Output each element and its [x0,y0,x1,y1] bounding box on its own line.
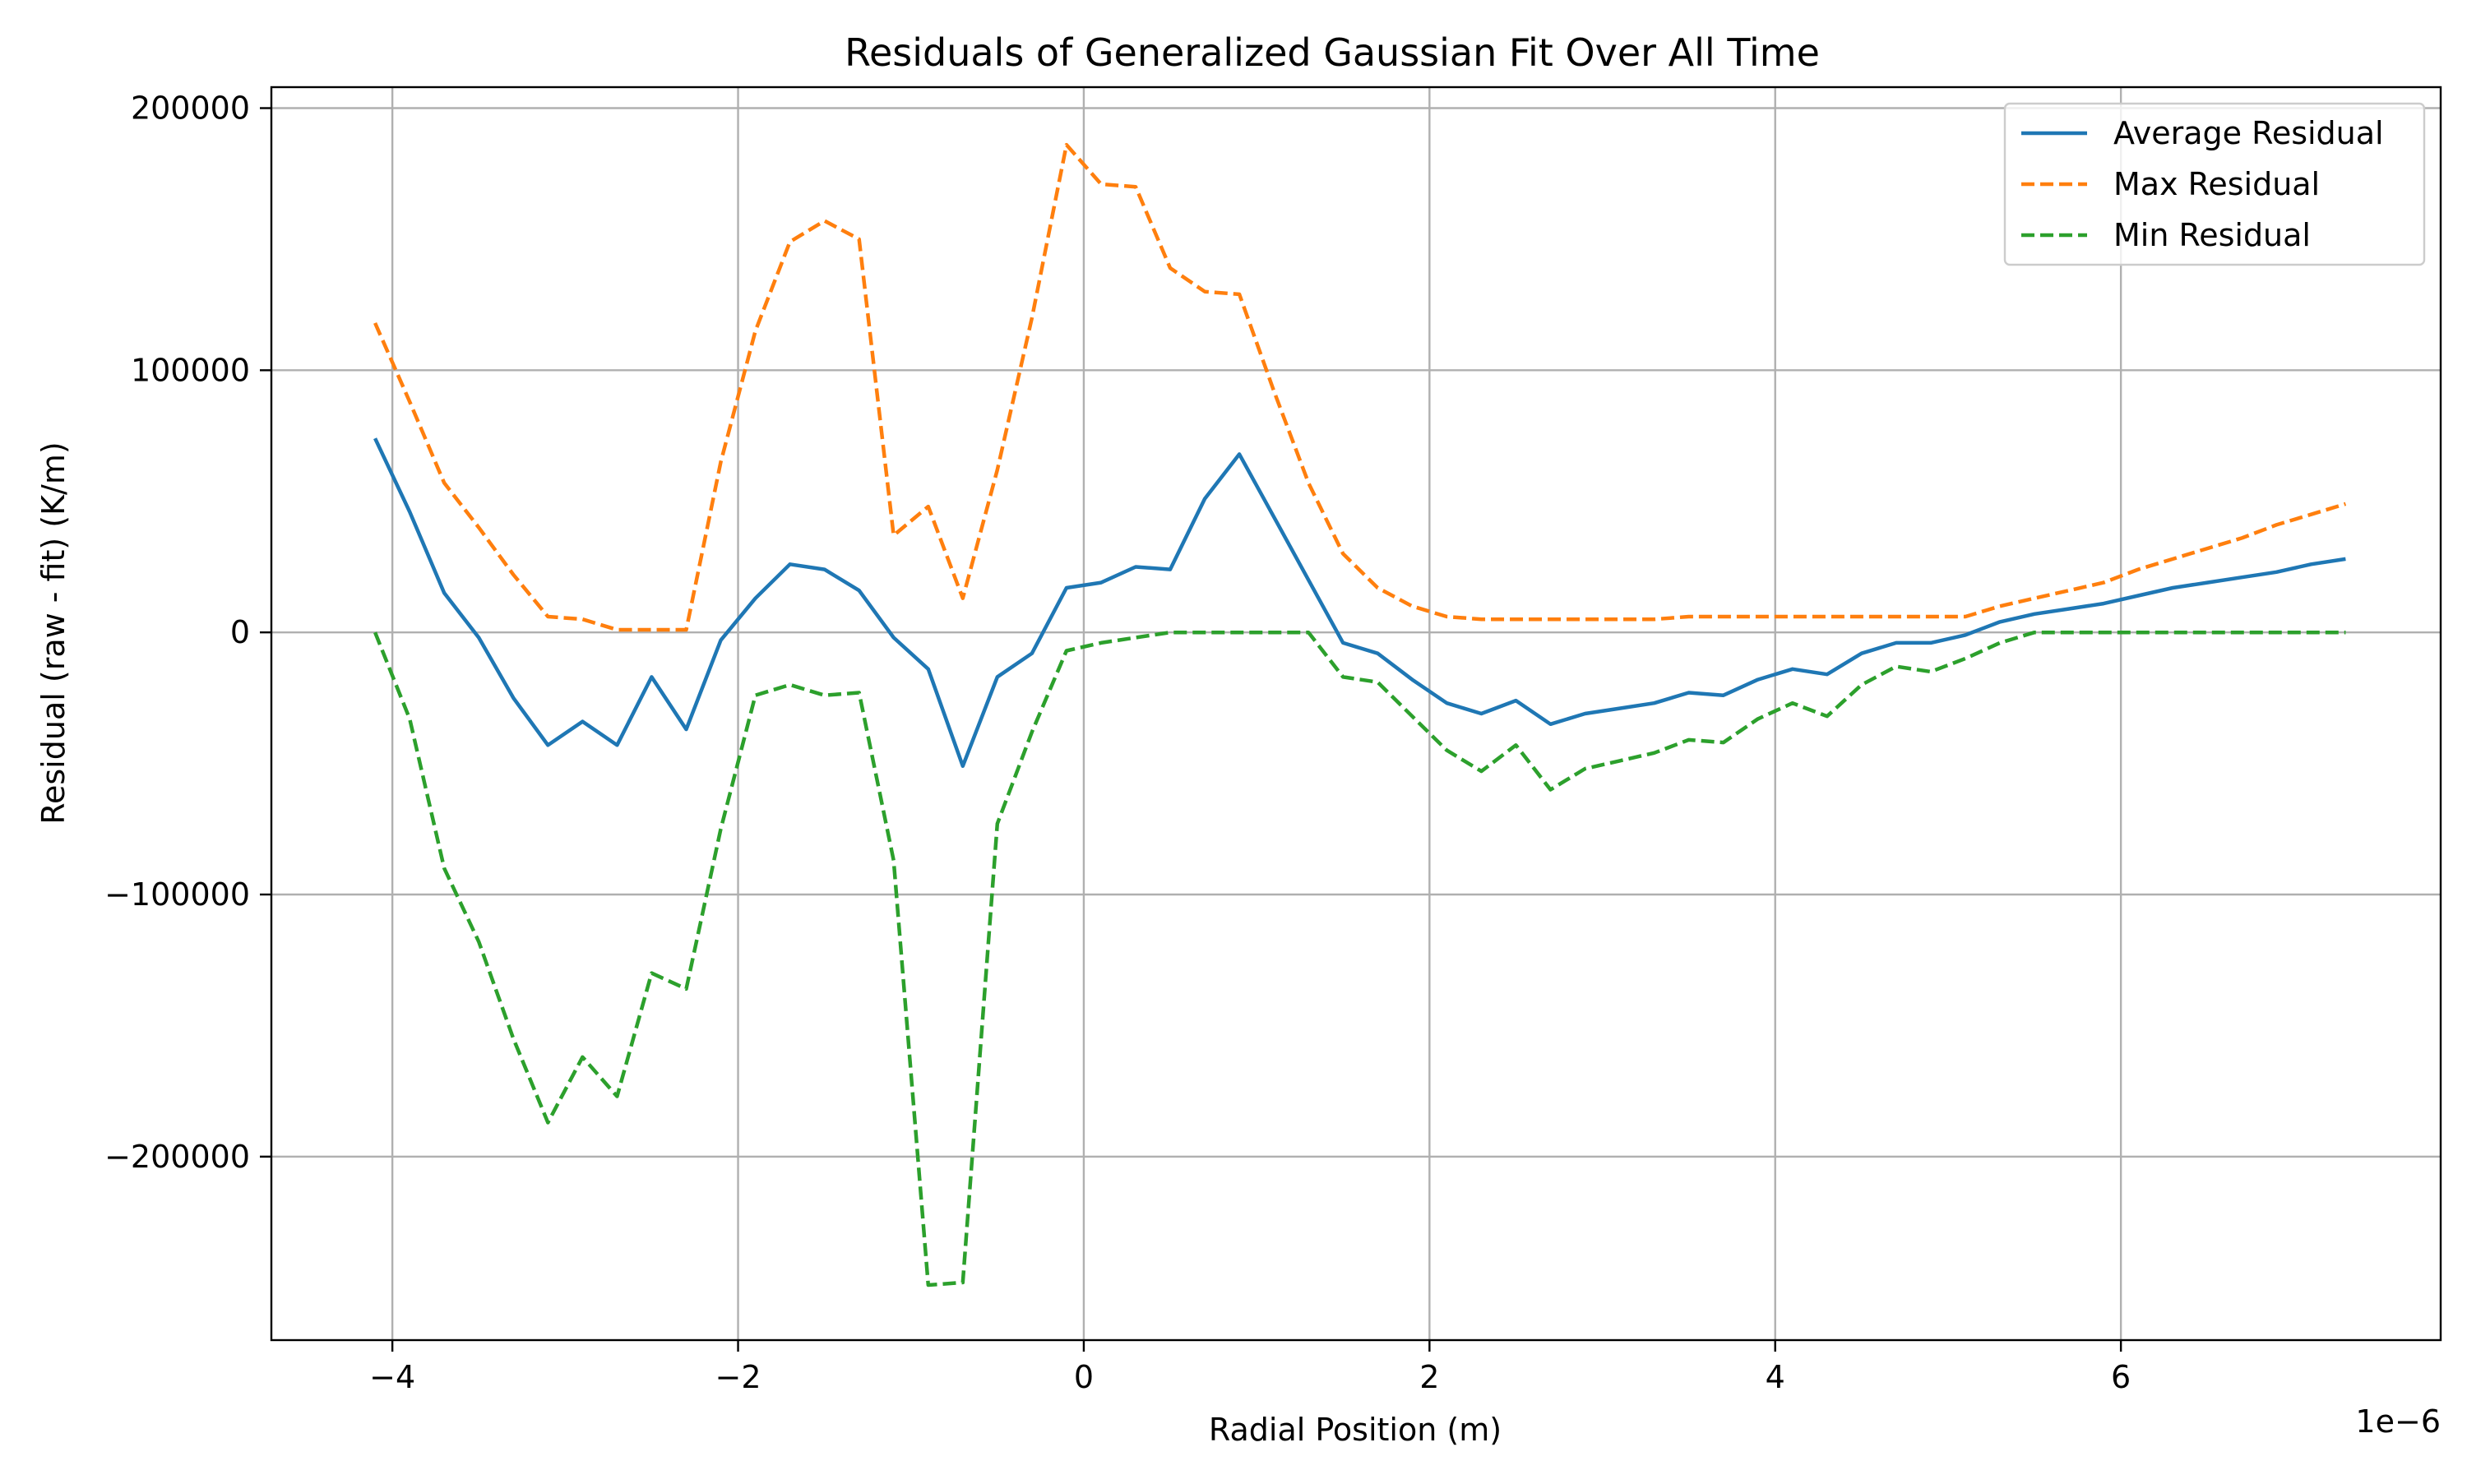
series-line-min-residual [373,630,2346,1288]
y-axis-label: Residual (raw - fit) (K/m) [35,442,72,824]
legend: Average Residual Max Residual Min Residual [2003,102,2426,266]
x-tick-label: −4 [369,1359,415,1395]
legend-box [2003,102,2426,266]
x-tick-label: 2 [1419,1359,1439,1395]
x-axis-label: Radial Position (m) [1209,1412,1502,1448]
y-tick-label: −200000 [104,1139,250,1175]
chart-title: Residuals of Generalized Gaussian Fit Ov… [845,30,1820,75]
x-tick-label: 0 [1074,1359,1094,1395]
series-line-max-residual [373,142,2347,632]
y-tick-label: −100000 [104,876,250,913]
axes-layer: −4 −2 0 2 4 6 −200000 −100000 0 100000 200000 [104,86,2442,1395]
y-tick-label: 200000 [131,90,250,127]
legend-label: Average Residual [2113,115,2384,151]
x-axis-offset-label: 1e−6 [2355,1403,2441,1440]
y-tick-label: 100000 [131,352,250,388]
legend-label: Max Residual [2113,166,2320,202]
x-tick-label: 6 [2111,1359,2131,1395]
legend-label: Min Residual [2113,217,2311,253]
x-tick-label: 4 [1766,1359,1785,1395]
series-layer [373,142,2347,1288]
series-line-average-residual [373,437,2346,769]
y-tick-label: 0 [230,614,250,650]
plot-frame [270,86,2442,1342]
x-tick-label: −2 [715,1359,761,1395]
